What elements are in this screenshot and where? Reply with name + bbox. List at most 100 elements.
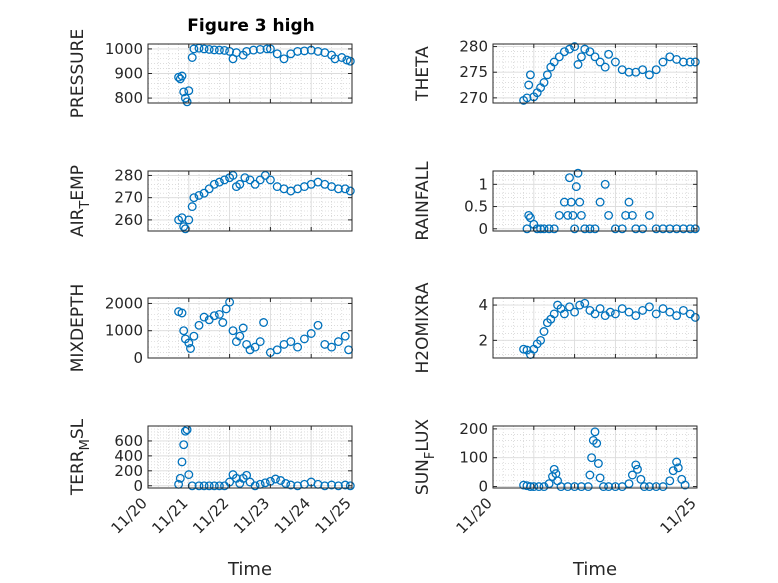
data-point (186, 344, 195, 353)
data-point (585, 224, 595, 234)
data-point (228, 170, 238, 180)
y-tick-label: 280 (459, 38, 488, 56)
data-point (209, 311, 219, 321)
data-point (638, 224, 648, 234)
data-point (549, 57, 559, 67)
data-point (595, 57, 605, 67)
data-point (672, 457, 682, 467)
data-point (627, 210, 637, 220)
data-point (260, 170, 270, 180)
data-point (340, 480, 350, 490)
data-point (187, 202, 197, 212)
data-point (536, 224, 546, 234)
data-point (665, 224, 675, 234)
y-tick-label: 100 (459, 449, 488, 467)
data-point (529, 482, 539, 492)
data-point (651, 482, 661, 492)
data-point (199, 44, 209, 54)
data-point (585, 470, 595, 480)
y-tick-label: 270 (114, 189, 143, 207)
y-tick-label: 600 (114, 432, 143, 450)
data-point (576, 482, 586, 492)
data-point (595, 473, 605, 483)
data-point (604, 482, 614, 492)
data-point (534, 482, 544, 492)
data-point (238, 323, 248, 333)
data-point (272, 49, 282, 59)
y-tick-label: 270 (459, 89, 488, 107)
y-axis-label: MIXDEPTH (68, 284, 88, 373)
data-point (672, 224, 682, 234)
data-point (644, 482, 654, 492)
y-tick-label: 1000 (105, 40, 143, 58)
x-tick-label: 11/20 (108, 494, 151, 537)
data-point (610, 57, 620, 67)
y-axis-label: SUNFLUX (413, 419, 438, 496)
data-point (678, 305, 688, 315)
data-point (345, 186, 355, 196)
data-point (522, 224, 532, 234)
data-point (286, 480, 296, 490)
data-point (214, 309, 224, 319)
data-point (568, 210, 578, 220)
data-point (250, 179, 260, 189)
data-point (600, 179, 610, 189)
data-point (658, 57, 668, 67)
data-point (627, 470, 637, 480)
data-point (340, 184, 350, 194)
y-tick-label: 1 (478, 175, 488, 193)
data-point (194, 320, 204, 330)
data-point (587, 453, 597, 463)
data-point (580, 298, 590, 308)
data-point (235, 331, 245, 341)
data-point (209, 481, 219, 491)
data-point (522, 481, 532, 491)
y-axis-label: THETA (413, 46, 433, 102)
data-point (665, 307, 675, 317)
data-point (544, 224, 554, 234)
data-point (617, 224, 627, 234)
y-tick-label: 800 (114, 89, 143, 107)
data-point (565, 302, 574, 312)
data-point (204, 44, 214, 54)
x-tick-label: 11/20 (453, 494, 496, 537)
data-point (299, 334, 309, 344)
data-point (293, 46, 303, 56)
data-point (583, 482, 593, 492)
panel-theta: 270 275 280 THETA (413, 38, 700, 107)
data-point (573, 60, 583, 69)
axes-box (492, 297, 698, 359)
y-tick-label: 900 (114, 65, 143, 83)
data-point (624, 307, 634, 317)
data-point (624, 67, 634, 77)
data-point (633, 464, 642, 474)
data-point (179, 222, 189, 232)
data-point (570, 482, 580, 492)
x-axis-label: Time (227, 559, 272, 580)
data-point (549, 224, 559, 234)
data-point (260, 478, 270, 488)
data-point (245, 345, 255, 355)
data-point (593, 459, 603, 468)
panel-air_temp: 260 270 280 AIRTEMP (68, 165, 355, 237)
data-point (565, 44, 574, 54)
data-point (345, 56, 355, 66)
data-point (221, 304, 231, 314)
data-point (576, 210, 586, 220)
data-point (556, 482, 566, 492)
data-point (610, 309, 620, 319)
data-point (673, 463, 683, 473)
y-tick-label: 0 (133, 477, 143, 495)
y-tick-label: 0 (133, 349, 143, 367)
data-point (333, 481, 343, 491)
data-point (570, 224, 580, 234)
data-point (542, 70, 552, 80)
data-point (549, 309, 559, 319)
data-point (337, 53, 347, 62)
data-point (658, 224, 668, 234)
axes-box (147, 170, 353, 232)
data-point (559, 309, 569, 319)
data-point (563, 210, 573, 220)
data-point (299, 46, 309, 56)
data-point (235, 179, 245, 189)
